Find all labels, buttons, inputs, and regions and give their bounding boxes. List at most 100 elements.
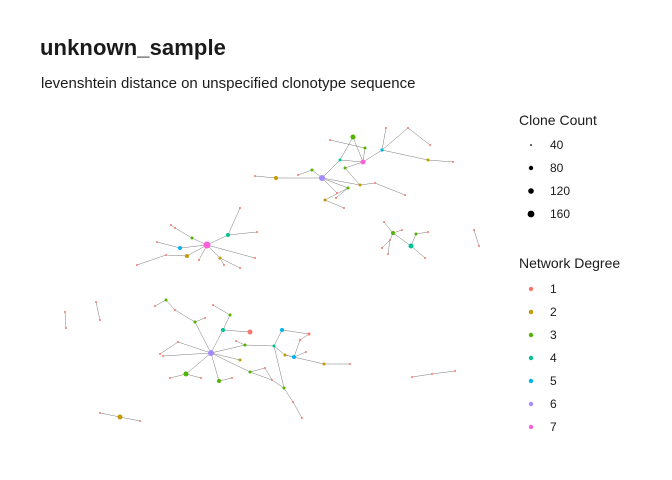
degree-legend-key xyxy=(528,332,534,338)
network-node xyxy=(117,414,123,420)
network-edge xyxy=(359,182,376,186)
network-edge xyxy=(219,257,241,269)
network-edge xyxy=(177,341,212,354)
network-node xyxy=(193,320,197,324)
network-edge xyxy=(293,339,301,358)
degree-legend-label: 3 xyxy=(550,328,557,342)
network-edge xyxy=(321,159,341,179)
network-node xyxy=(297,174,299,176)
network-node xyxy=(272,344,276,348)
network-edge xyxy=(407,127,431,146)
network-node xyxy=(65,327,67,329)
network-node xyxy=(478,245,480,247)
network-edge xyxy=(324,199,345,209)
plot-title: unknown_sample xyxy=(40,35,226,60)
degree-legend-key xyxy=(528,378,534,384)
network-node xyxy=(283,353,287,357)
network-edge xyxy=(273,345,285,389)
network-node xyxy=(177,341,179,343)
network-edge xyxy=(249,367,266,373)
network-edge xyxy=(174,309,196,323)
network-node xyxy=(183,371,189,377)
network-edge xyxy=(159,341,179,355)
network-edge xyxy=(299,333,310,341)
network-edge xyxy=(136,254,167,266)
network-edge xyxy=(254,175,277,179)
network-edge xyxy=(244,344,275,347)
network-edge xyxy=(186,244,208,257)
network-edge xyxy=(179,244,208,249)
network-node xyxy=(431,373,433,375)
network-node xyxy=(358,183,362,187)
network-edge xyxy=(344,167,361,186)
network-edge xyxy=(227,231,258,236)
nodes-layer xyxy=(64,127,480,422)
network-edge xyxy=(95,301,101,321)
degree-legend-key xyxy=(528,401,534,407)
degree-legend-key xyxy=(528,424,534,430)
network-edge xyxy=(222,314,231,331)
network-edge xyxy=(235,340,246,346)
network-edge xyxy=(381,127,409,151)
network-edge xyxy=(271,379,285,389)
network-edge xyxy=(273,345,286,356)
network-edge xyxy=(344,161,364,169)
network-edge xyxy=(329,139,366,149)
network-node xyxy=(198,259,200,261)
network-node xyxy=(404,194,406,196)
network-node xyxy=(323,198,327,202)
degree-legend-label: 6 xyxy=(550,397,557,411)
plot-subtitle: levenshtein distance on unspecified clon… xyxy=(41,75,416,92)
network-node xyxy=(136,264,138,266)
network-node xyxy=(254,257,256,259)
degree-legend-key xyxy=(528,355,534,361)
network-node xyxy=(305,351,307,353)
network-node xyxy=(218,256,222,260)
network-edge xyxy=(374,182,406,196)
size-legend-key xyxy=(527,210,535,218)
network-node xyxy=(178,246,182,250)
network-edge xyxy=(387,239,391,255)
network-node xyxy=(292,355,296,359)
network-edge xyxy=(210,352,251,373)
network-edge xyxy=(427,159,454,163)
network-edge xyxy=(210,344,246,354)
network-node xyxy=(243,343,247,347)
network-node xyxy=(185,254,189,258)
network-edge xyxy=(154,299,167,307)
degree-legend-label: 4 xyxy=(550,351,557,365)
network-edge xyxy=(64,311,67,329)
network-node xyxy=(380,148,384,152)
network-node xyxy=(164,298,168,302)
size-legend-label: 160 xyxy=(550,207,571,221)
network-node xyxy=(350,134,356,140)
network-node xyxy=(95,301,97,303)
network-edge xyxy=(162,352,212,357)
network-node xyxy=(407,127,409,129)
network-node xyxy=(204,317,206,319)
degree-legend-key xyxy=(528,309,534,315)
network-node xyxy=(247,329,253,335)
size-legend-key xyxy=(528,188,534,194)
degree-legend-label: 7 xyxy=(550,420,557,434)
network-edge xyxy=(99,412,121,418)
network-node xyxy=(208,350,214,356)
network-node xyxy=(389,239,391,241)
network-edge xyxy=(383,221,394,234)
network-node xyxy=(426,158,430,162)
network-node xyxy=(299,339,301,341)
network-node xyxy=(454,370,456,372)
network-node xyxy=(165,254,167,256)
network-node xyxy=(349,363,351,365)
network-edge xyxy=(206,244,256,259)
network-node xyxy=(221,328,225,332)
network-edge xyxy=(185,352,212,375)
network-node xyxy=(231,377,233,379)
network-edge xyxy=(411,373,433,378)
network-edge xyxy=(212,304,231,316)
network-node xyxy=(307,332,311,336)
network-node xyxy=(424,257,426,259)
network-node xyxy=(64,311,66,313)
network-node xyxy=(338,158,342,162)
